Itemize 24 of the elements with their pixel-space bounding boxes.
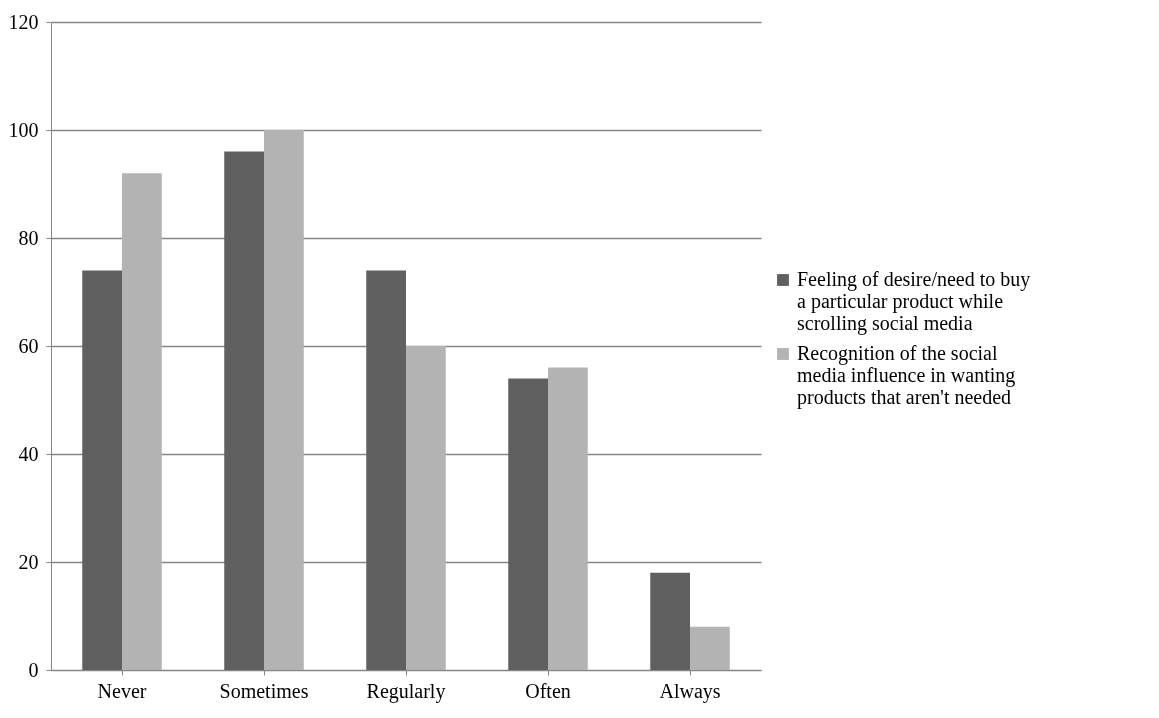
x-tick-label: Often xyxy=(525,679,571,702)
y-tick-label: 120 xyxy=(8,10,39,33)
y-tick-label: 40 xyxy=(18,442,39,465)
y-tick-label: 80 xyxy=(18,226,39,249)
x-tick-label: Never xyxy=(97,679,147,702)
x-tick-label: Always xyxy=(659,679,721,703)
bar xyxy=(224,151,264,670)
bar xyxy=(508,378,548,670)
bar xyxy=(366,270,406,670)
x-tick-label: Sometimes xyxy=(219,679,309,702)
y-tick-label: 60 xyxy=(18,334,39,357)
legend-label: Recognition of the social media influence in wanting products that aren't needed xyxy=(797,342,1016,409)
legend-label: Feeling of desire/need to buy a particular product while scrolling social media xyxy=(797,268,1031,335)
bar xyxy=(650,572,690,670)
bar xyxy=(264,130,304,670)
y-tick-label: 0 xyxy=(28,658,39,681)
y-tick-label: 100 xyxy=(8,118,39,141)
bar xyxy=(406,346,446,670)
y-tick-label: 20 xyxy=(18,550,39,573)
x-tick-label: Regularly xyxy=(366,679,446,703)
bar xyxy=(548,367,588,670)
bar xyxy=(690,626,730,670)
bar xyxy=(82,270,122,670)
bar xyxy=(122,173,162,670)
